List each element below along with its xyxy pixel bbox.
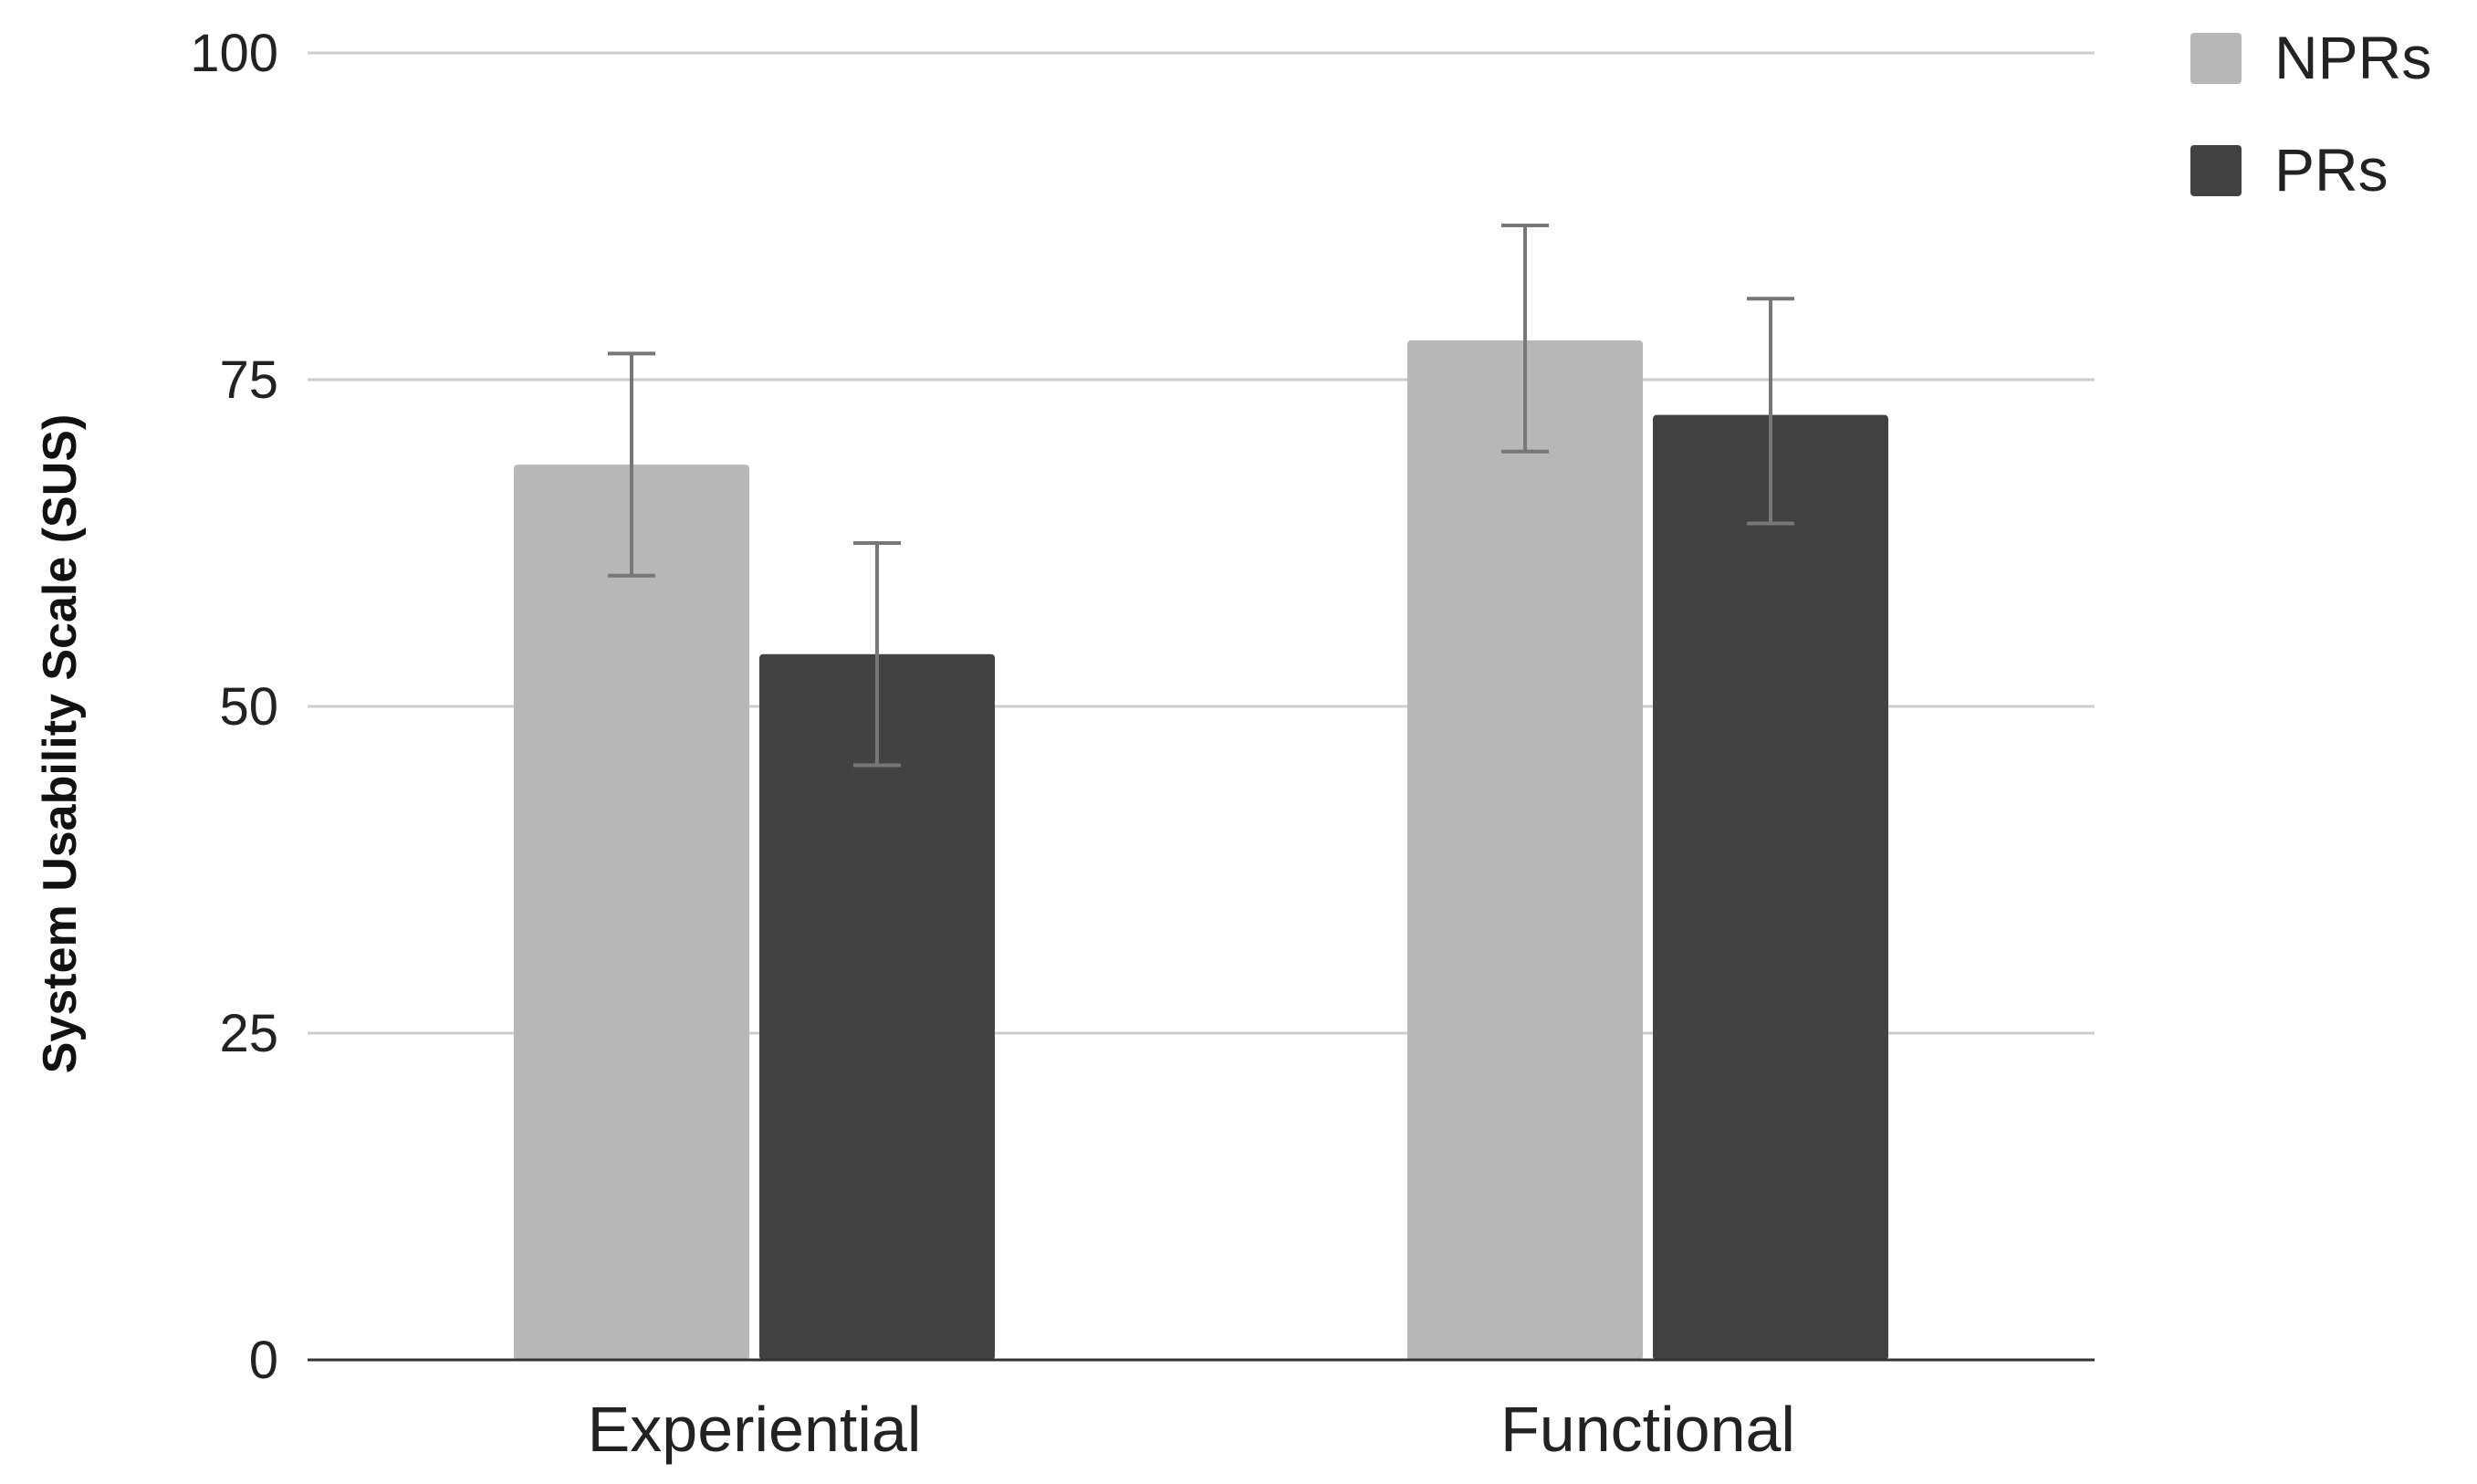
bars [514,340,1888,1361]
y-tick-label: 50 [219,677,278,737]
bar-nprs-functional [1407,340,1643,1360]
legend-swatch-prs [2190,145,2242,196]
legend-label-prs: PRs [2274,136,2388,204]
y-tick-label: 0 [249,1331,278,1390]
bar-nprs-experiential [514,465,749,1361]
y-tick-label: 25 [219,1004,278,1063]
error-bars [608,224,1794,768]
bar-prs-functional [1653,414,1888,1360]
x-tick-label: Experiential [588,1394,922,1465]
error-bar-prs-functional [1747,297,1794,526]
legend-label-nprs: NPRs [2274,24,2431,91]
legend: NPRs PRs [2190,24,2431,204]
error-bar-prs-experiential [853,541,901,768]
x-tick-label: Functional [1500,1394,1795,1465]
legend-swatch-nprs [2190,33,2242,84]
y-tick-label: 75 [219,350,278,410]
y-tick-label: 100 [190,24,278,83]
error-bar-nprs-experiential [608,351,655,578]
bar-prs-experiential [759,653,995,1360]
error-bar-nprs-functional [1501,224,1549,454]
axes: 0 25 50 75 100 Experiential Functional [190,24,2095,1465]
y-axis-title: System Usability Scale (SUS) [34,414,87,1074]
